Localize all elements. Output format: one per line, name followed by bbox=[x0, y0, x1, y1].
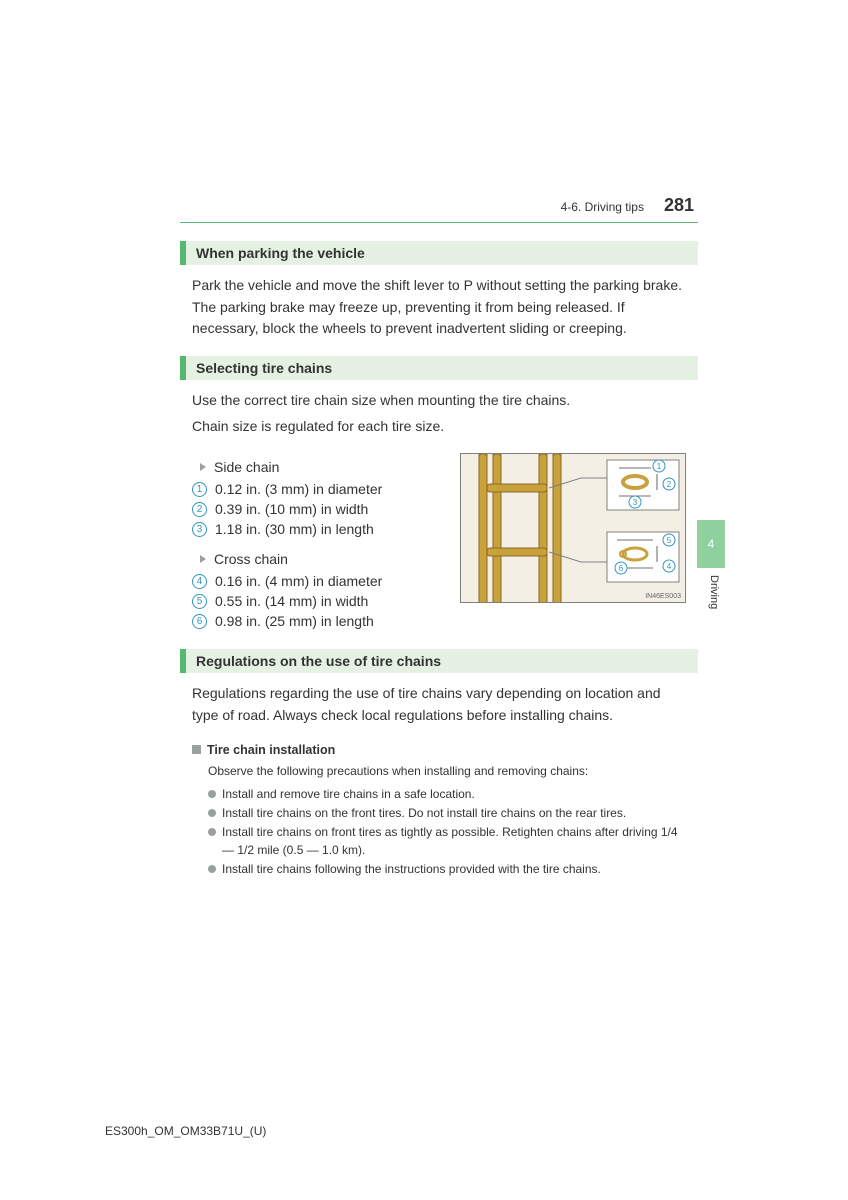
chapter-tab: 4 bbox=[697, 520, 725, 568]
chain-specs: Side chain 10.12 in. (3 mm) in diameter … bbox=[192, 453, 446, 633]
installation-intro: Observe the following precautions when i… bbox=[208, 763, 686, 780]
heading-installation: Tire chain installation bbox=[192, 743, 686, 757]
section-label: 4-6. Driving tips bbox=[561, 200, 644, 214]
triangle-icon bbox=[200, 463, 206, 471]
selecting-intro-2: Chain size is regulated for each tire si… bbox=[192, 416, 686, 438]
square-icon bbox=[192, 745, 201, 754]
disc-icon bbox=[208, 809, 216, 817]
circle-2-icon: 2 bbox=[192, 502, 207, 517]
body-regulations: Regulations regarding the use of tire ch… bbox=[192, 683, 686, 726]
svg-text:5: 5 bbox=[667, 536, 672, 545]
side-chain-label: Side chain bbox=[200, 459, 446, 475]
side-spec-2: 20.39 in. (10 mm) in width bbox=[192, 501, 446, 517]
svg-text:3: 3 bbox=[633, 498, 638, 507]
page-number: 281 bbox=[664, 195, 694, 216]
cross-chain-label: Cross chain bbox=[200, 551, 446, 567]
selecting-intro-1: Use the correct tire chain size when mou… bbox=[192, 390, 686, 412]
svg-text:4: 4 bbox=[667, 562, 672, 571]
diagram-code: IN46ES003 bbox=[645, 593, 681, 600]
disc-icon bbox=[208, 865, 216, 873]
tire-chain-diagram: 1 2 3 5 4 6 IN46ES003 bbox=[460, 453, 686, 603]
heading-selecting: Selecting tire chains bbox=[180, 356, 698, 380]
circle-5-icon: 5 bbox=[192, 594, 207, 609]
install-bullet-3: Install tire chains on front tires as ti… bbox=[208, 824, 686, 859]
circle-4-icon: 4 bbox=[192, 574, 207, 589]
svg-text:2: 2 bbox=[667, 480, 672, 489]
cross-spec-1: 40.16 in. (4 mm) in diameter bbox=[192, 573, 446, 589]
install-bullet-1: Install and remove tire chains in a safe… bbox=[208, 786, 686, 803]
cross-spec-2: 50.55 in. (14 mm) in width bbox=[192, 593, 446, 609]
side-spec-1: 10.12 in. (3 mm) in diameter bbox=[192, 481, 446, 497]
cross-spec-3: 60.98 in. (25 mm) in length bbox=[192, 613, 446, 629]
svg-text:1: 1 bbox=[657, 462, 662, 471]
svg-text:6: 6 bbox=[619, 564, 624, 573]
body-parking: Park the vehicle and move the shift leve… bbox=[192, 275, 686, 340]
disc-icon bbox=[208, 790, 216, 798]
heading-regulations: Regulations on the use of tire chains bbox=[180, 649, 698, 673]
circle-1-icon: 1 bbox=[192, 482, 207, 497]
install-bullet-2: Install tire chains on the front tires. … bbox=[208, 805, 686, 822]
chapter-tab-label: Driving bbox=[708, 575, 720, 609]
heading-parking: When parking the vehicle bbox=[180, 241, 698, 265]
circle-6-icon: 6 bbox=[192, 614, 207, 629]
header-rule bbox=[180, 222, 698, 223]
circle-3-icon: 3 bbox=[192, 522, 207, 537]
install-bullet-4: Install tire chains following the instru… bbox=[208, 861, 686, 878]
footer-code: ES300h_OM_OM33B71U_(U) bbox=[105, 1124, 266, 1138]
triangle-icon bbox=[200, 555, 206, 563]
disc-icon bbox=[208, 828, 216, 836]
side-spec-3: 31.18 in. (30 mm) in length bbox=[192, 521, 446, 537]
